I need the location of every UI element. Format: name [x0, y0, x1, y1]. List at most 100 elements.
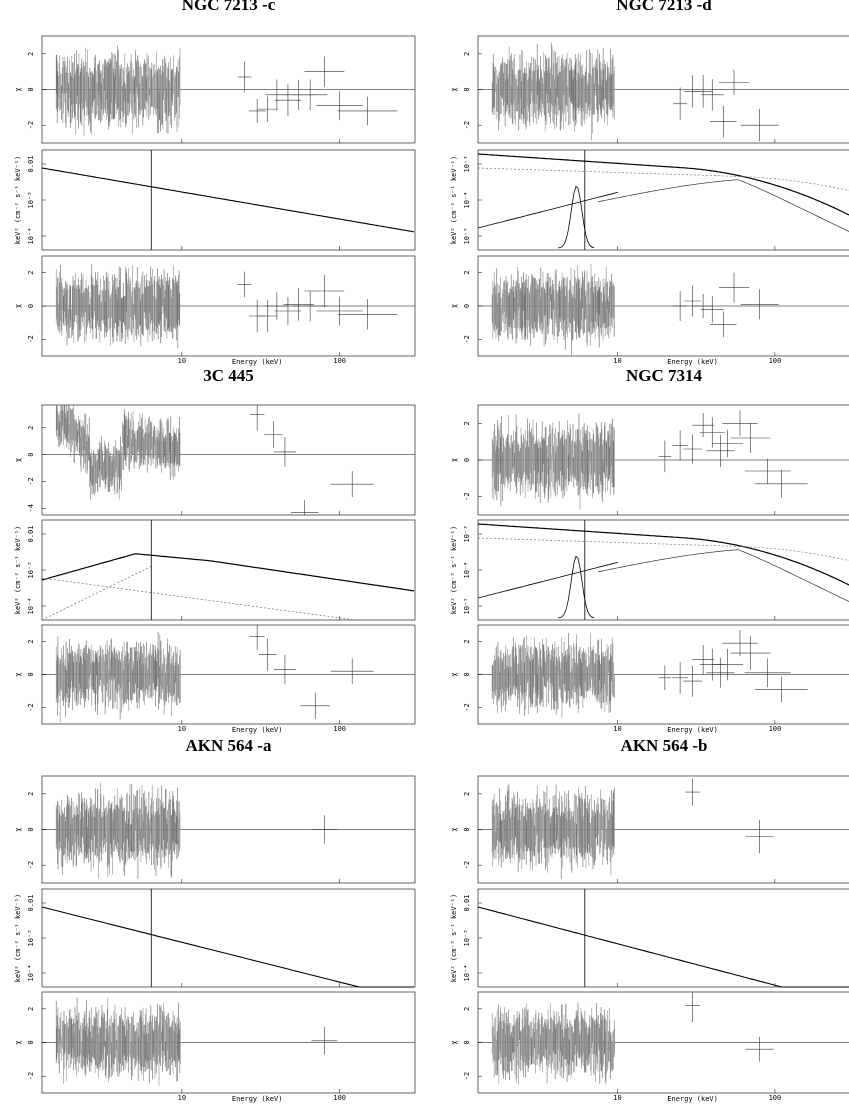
y-axis-label: χ	[450, 1040, 458, 1044]
data-point	[700, 296, 724, 323]
y-tick-label: -2	[27, 121, 35, 129]
y-axis-label: χ	[450, 304, 458, 308]
y-tick-label: -2	[463, 1072, 471, 1080]
y-tick-label: 10⁻³	[27, 562, 35, 579]
data-point	[265, 292, 289, 320]
x-tick-label: 100	[333, 1094, 346, 1102]
panel-frame	[477, 149, 849, 251]
x-axis-label: Energy (keV)	[232, 726, 283, 734]
chart-title: NGC 7213 -d	[616, 0, 712, 14]
model-curves	[41, 520, 415, 621]
chart-0: NGC 7213 -c χ 2 0 -2 keV² (cm⁻² s⁻¹ keV⁻¹) 0.0…	[14, 0, 416, 366]
y-tick-label: 0	[463, 87, 471, 91]
data-point	[685, 992, 700, 1023]
y-axis-label: χ	[14, 672, 22, 676]
fe-line-component	[557, 185, 595, 249]
data-point	[740, 289, 779, 320]
data-point	[755, 676, 808, 703]
y-tick-label: -2	[27, 1072, 35, 1080]
data-point	[744, 658, 791, 688]
y-tick-label: 0	[27, 87, 35, 91]
powerlaw-component	[477, 167, 849, 191]
y-tick-label: 10⁻³	[463, 526, 471, 543]
data-point	[718, 272, 750, 303]
x-axis-label: Energy (keV)	[667, 358, 718, 366]
low-energy-data	[55, 782, 181, 879]
data-point	[330, 471, 374, 498]
y-tick-label: 2	[27, 271, 35, 275]
panel-residuals: χ 2 0 -2 -4	[14, 404, 416, 516]
reflection-component	[597, 549, 849, 602]
y-axis-label: keV² (cm⁻² s⁻¹ keV⁻¹)	[450, 526, 458, 615]
x-tick-label: 10	[613, 1094, 621, 1102]
x-tick-label: 10	[178, 725, 186, 733]
model-curves	[477, 889, 849, 988]
data-point	[672, 430, 688, 461]
y-tick-label: 0	[463, 458, 471, 462]
y-tick-label: 2	[27, 52, 35, 56]
y-tick-label: 0.01	[27, 895, 35, 912]
data-point	[699, 417, 725, 448]
data-point	[711, 648, 744, 681]
panel-model: keV² (cm⁻² s⁻¹ keV⁻¹) 0.01 10⁻³ 10⁻⁴	[14, 888, 416, 988]
absorbed-rise	[41, 565, 153, 621]
x-tick-label: 10	[178, 357, 186, 365]
chart-1: NGC 7213 -d χ 2 0 -2 keV² (cm⁻² s⁻¹ keV⁻¹) 10⁻…	[450, 0, 849, 366]
panel-frame	[41, 888, 416, 988]
panel-model: keV² (cm⁻² s⁻¹ keV⁻¹) 10⁻³ 10⁻⁴ 10⁻⁵	[450, 149, 849, 251]
data-point	[722, 630, 758, 657]
y-tick-label: 10⁻⁴	[463, 192, 471, 209]
low-energy-data	[491, 1002, 615, 1085]
powerlaw-curve	[477, 906, 849, 988]
chart-title: NGC 7213 -c	[182, 0, 276, 14]
y-tick-label: 0	[27, 672, 35, 676]
data-point	[257, 299, 278, 333]
panel-residuals: χ 2 0 -2	[14, 624, 416, 725]
chart-title: 3C 445	[203, 366, 254, 385]
x-tick-label: 100	[769, 1094, 782, 1102]
y-tick-label: 10⁻⁴	[463, 965, 471, 982]
data-point	[706, 657, 735, 688]
y-tick-label: 0	[463, 672, 471, 676]
data-point	[755, 469, 808, 498]
data-point	[745, 1036, 774, 1062]
low-energy-data	[55, 405, 181, 500]
y-tick-label: 0	[27, 453, 35, 457]
y-tick-label: -2	[463, 492, 471, 500]
y-tick-label: 2	[463, 271, 471, 275]
y-tick-label: -2	[463, 121, 471, 129]
data-point	[683, 665, 702, 697]
powerlaw-curve	[41, 906, 414, 988]
data-point	[248, 98, 266, 123]
y-axis-label: keV² (cm⁻² s⁻¹ keV⁻¹)	[14, 894, 22, 983]
x-tick-label: 100	[333, 357, 346, 365]
panel-frame	[477, 519, 849, 621]
powerlaw-curve	[41, 167, 415, 233]
y-axis-label: χ	[450, 672, 458, 676]
y-tick-label: -4	[27, 504, 35, 512]
y-tick-label: 10⁻³	[463, 156, 471, 173]
data-point	[744, 458, 791, 484]
panel-residuals: χ 2 0 -2	[14, 255, 416, 357]
chart-5: AKN 564 -b χ 2 0 -2 keV² (cm⁻² s⁻¹ keV⁻¹) 0.01…	[450, 736, 849, 1103]
y-tick-label: 0	[463, 304, 471, 308]
data-point	[316, 296, 363, 326]
x-axis-label: Energy (keV)	[232, 1095, 283, 1103]
panel-model: keV² (cm⁻² s⁻¹ keV⁻¹) 0.01 10⁻³ 10⁻⁴	[14, 519, 416, 621]
data-point	[257, 96, 278, 122]
y-tick-label: 0	[463, 1040, 471, 1044]
y-axis-label: χ	[14, 87, 22, 91]
y-tick-label: 2	[463, 421, 471, 425]
y-axis-label: keV² (cm⁻² s⁻¹ keV⁻¹)	[14, 156, 22, 245]
y-tick-label: 0	[27, 827, 35, 831]
y-tick-label: -2	[27, 335, 35, 343]
y-axis-label: keV² (cm⁻² s⁻¹ keV⁻¹)	[450, 894, 458, 983]
data-point	[740, 109, 779, 142]
x-tick-label: 10	[613, 725, 621, 733]
chart-2: 3C 445 χ 2 0 -2 -4 keV² (cm⁻² s⁻¹ keV⁻¹) 0.01 10…	[14, 366, 416, 734]
data-point	[337, 299, 398, 330]
y-tick-label: 0	[463, 827, 471, 831]
y-tick-label: 10⁻³	[27, 930, 35, 947]
panel-frame	[477, 888, 849, 988]
